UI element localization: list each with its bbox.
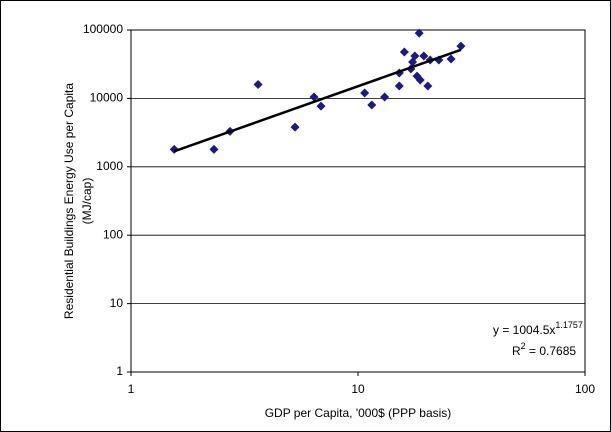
data-point [415, 75, 425, 85]
equation-text: y = 1004.5x [493, 323, 555, 337]
equation: y = 1004.5x1.1757 [493, 320, 583, 337]
data-point [360, 88, 370, 98]
data-point [380, 92, 390, 102]
data-point [414, 28, 424, 38]
data-point [316, 101, 326, 111]
y-axis-label: Residential Buildings Energy Use per Cap… [62, 83, 76, 319]
data-point [309, 92, 319, 102]
data-point [446, 54, 456, 64]
data-point [394, 81, 404, 91]
x-axis-label: GDP per Capita, '000$ (PPP basis) [265, 406, 452, 420]
y-axis-label: (MJ/cap) [80, 178, 94, 225]
x-tick-label: 1 [128, 382, 135, 396]
data-point [367, 100, 377, 110]
r-squared: R2 = 0.7685 [512, 341, 576, 358]
equation-exponent: 1.1757 [555, 320, 583, 330]
data-point [290, 122, 300, 132]
data-point [456, 41, 466, 51]
data-point [253, 79, 263, 89]
y-tick-label: 100000 [83, 22, 123, 36]
data-point [399, 47, 409, 57]
y-tick-label: 10 [110, 296, 124, 310]
data-point [209, 144, 219, 154]
data-point [423, 81, 433, 91]
x-tick-label: 100 [575, 382, 595, 396]
x-tick-label: 10 [351, 382, 365, 396]
y-tick-label: 1 [116, 364, 123, 378]
r-squared-rest: = 0.7685 [526, 344, 577, 358]
r-squared-sup: 2 [521, 341, 526, 351]
y-tick-label: 1000 [96, 159, 123, 173]
r-squared-text: R [512, 344, 521, 358]
y-tick-label: 100 [103, 227, 123, 241]
data-point [410, 51, 420, 61]
y-tick-label: 10000 [90, 91, 124, 105]
trendline [173, 48, 462, 153]
data-point [419, 51, 429, 61]
